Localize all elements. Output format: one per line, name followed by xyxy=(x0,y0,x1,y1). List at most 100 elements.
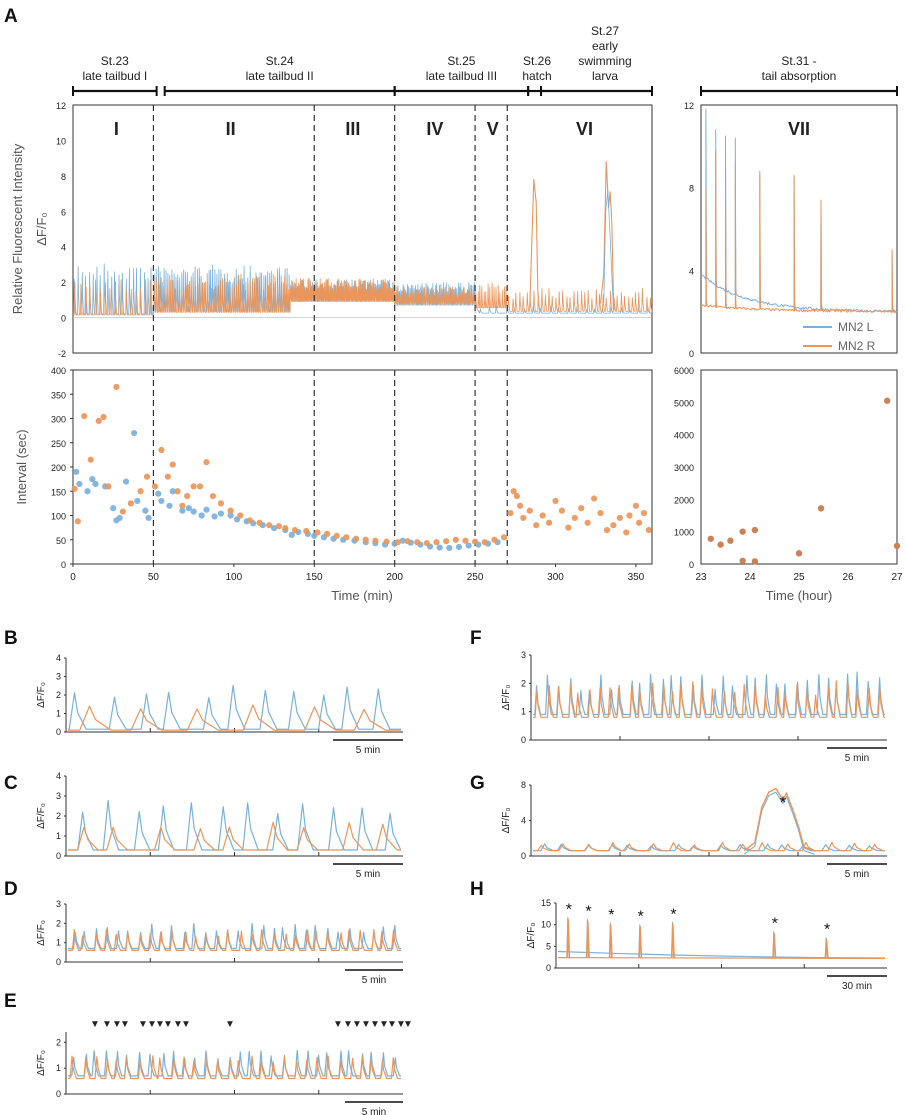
scale-bar-label: 5 min xyxy=(356,745,380,756)
scatter-point-mn2-r xyxy=(394,539,401,546)
y-tick-label: 10 xyxy=(541,920,551,930)
y-tick-label: 5 xyxy=(546,941,551,951)
y-tick-label: 3000 xyxy=(674,463,694,473)
scatter-point-mn2-r xyxy=(71,485,78,492)
scatter-point-mn2-r xyxy=(137,488,144,495)
scatter-point-mn2-r xyxy=(179,502,186,509)
scatter-point-mn2-r xyxy=(256,519,263,526)
scatter-point-mn2-r xyxy=(423,540,430,547)
trace-mn2-l-burst xyxy=(603,189,614,311)
y-tick-label: 8 xyxy=(689,184,694,194)
scatter-point-mn2-r xyxy=(237,512,244,519)
y-tick-label: 6000 xyxy=(674,366,694,376)
x-tick-label: 150 xyxy=(306,572,323,583)
panel-letter-F: F xyxy=(470,628,482,649)
trace-mn2-r-spike xyxy=(566,918,571,958)
scatter-point-mn2-l xyxy=(145,514,152,522)
y-tick-label: 200 xyxy=(51,463,66,473)
scatter-point-mn2-r xyxy=(636,519,643,526)
scatter-point-mn2-r xyxy=(169,461,176,468)
stage-label: early xyxy=(592,39,618,53)
trace-mn2-r xyxy=(68,821,401,851)
event-marker: ▼ xyxy=(387,1019,397,1030)
y-tick-label: 0 xyxy=(521,851,526,861)
scatter-point-mn2-l xyxy=(211,513,218,520)
plot-frame xyxy=(72,104,653,354)
scatter-point-mn2-r xyxy=(246,517,254,524)
y-tick-label: 0 xyxy=(61,560,66,570)
panel-letter-G: G xyxy=(470,773,485,794)
y-tick-label: 0 xyxy=(56,957,61,967)
event-marker: * xyxy=(638,909,644,926)
scatter-point-mn2-r xyxy=(510,488,517,495)
scatter-point-mn2-r xyxy=(196,483,204,490)
scatter-point-mn2-r xyxy=(727,537,734,544)
plot-frame xyxy=(700,369,898,565)
scatter-point-mn2-r xyxy=(578,505,585,512)
scatter-point-mn2-r xyxy=(565,524,572,531)
scatter-point-mn2-l xyxy=(84,488,91,495)
scatter-point-mn2-r xyxy=(526,507,533,514)
trace-mn2-r xyxy=(68,928,401,952)
scatter-point-mn2-r xyxy=(113,383,120,391)
scatter-point-mn2-l xyxy=(217,510,225,517)
scale-bar-label: 5 min xyxy=(362,975,386,986)
trace-mn2-r-spike xyxy=(638,925,643,958)
scatter-point-mn2-l xyxy=(179,507,186,514)
scatter-point-mn2-r xyxy=(533,522,540,529)
y-tick-label: 1 xyxy=(56,938,61,948)
y-tick-label: 4 xyxy=(56,653,61,663)
y-tick-label: 1000 xyxy=(674,528,694,538)
y-tick-label: 3 xyxy=(521,650,526,660)
event-marker: ▼ xyxy=(90,1019,100,1030)
phase-label-VII: VII xyxy=(788,119,810,139)
event-marker: ▼ xyxy=(163,1019,173,1030)
y-tick-label: 2 xyxy=(61,278,66,288)
stage-label: late tailbud II xyxy=(246,69,314,83)
scatter-point-mn2-l xyxy=(110,505,117,512)
stage-label: larva xyxy=(592,69,618,83)
y-tick-label: 100 xyxy=(51,512,66,522)
x-tick-label: 200 xyxy=(386,572,403,583)
y-axis-label: ΔF/F₀ xyxy=(526,923,537,949)
panel-letter-B: B xyxy=(4,628,18,649)
scatter-point-mn2-r xyxy=(610,522,617,529)
scatter-point-mn2-r xyxy=(190,483,197,490)
scatter-point-mn2-r xyxy=(443,538,450,545)
x-axis-label: Time (hour) xyxy=(766,588,833,603)
scatter-point-mn2-r xyxy=(545,519,553,526)
scatter-point-mn2-r xyxy=(203,459,210,466)
scatter-point-mn2-r xyxy=(739,528,746,535)
scatter-point-mn2-r xyxy=(616,514,623,522)
panel-letter-H: H xyxy=(470,879,484,900)
event-marker: ▼ xyxy=(173,1019,183,1030)
panel-b: 4 3 2 1 0 ΔF/F₀ 5 min xyxy=(36,653,403,756)
stage-label: St.24 xyxy=(266,54,294,68)
scatter-point-mn2-r xyxy=(227,507,234,514)
scatter-point-mn2-r xyxy=(383,538,390,545)
y-axis-label: Relative Fluorescent Intensity xyxy=(10,143,25,314)
y-tick-label: 0 xyxy=(521,735,526,745)
y-tick-label: 300 xyxy=(51,415,66,425)
y-tick-label: 1 xyxy=(56,831,61,841)
scatter-point-mn2-l xyxy=(270,525,278,532)
trace-mn2-r xyxy=(68,704,401,731)
y-tick-label: -2 xyxy=(58,349,66,359)
y-tick-label: 3 xyxy=(56,899,61,909)
x-tick-label: 50 xyxy=(148,572,160,583)
scatter-point-mn2-r xyxy=(266,522,273,529)
panel-d: 3 2 1 0 ΔF/F₀ 5 min xyxy=(36,899,403,986)
y-tick-label: 12 xyxy=(684,101,694,111)
y-tick-label: 4 xyxy=(56,771,61,781)
y-tick-label: 4 xyxy=(689,266,694,276)
stage-label: late tailbud III xyxy=(426,69,497,83)
scatter-point-mn2-r xyxy=(404,538,411,545)
scatter-point-mn2-r xyxy=(151,483,159,490)
scatter-point-mn2-r xyxy=(491,536,498,543)
scatter-point-mn2-l xyxy=(158,497,165,505)
scatter-point-mn2-r xyxy=(291,526,299,534)
event-marker: * xyxy=(772,916,778,933)
event-marker: ▼ xyxy=(352,1019,362,1030)
